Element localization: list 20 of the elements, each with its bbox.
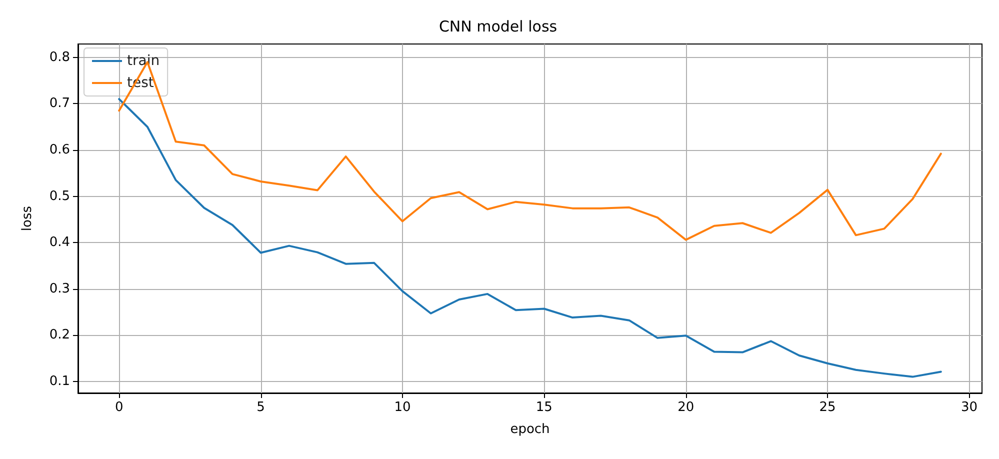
chart-title: CNN model loss — [438, 18, 558, 36]
y-tick-label: 0.4 — [49, 235, 70, 250]
x-tick-label: 15 — [536, 400, 552, 415]
x-tick-label: 30 — [960, 400, 978, 415]
line-series — [118, 98, 942, 378]
y-tick-label: 0.6 — [49, 142, 70, 158]
legend-label: train — [127, 53, 160, 69]
x-tick-label: 0 — [114, 400, 124, 415]
y-tick-label: 0.8 — [49, 50, 70, 65]
y-tick-label: 0.2 — [49, 328, 70, 343]
y-tick-label: 0.3 — [49, 281, 70, 296]
y-axis-title: loss — [20, 206, 35, 232]
x-tick-label: 20 — [678, 400, 694, 415]
y-tick-label: 0.1 — [49, 374, 70, 389]
x-tick-label: 10 — [394, 400, 411, 415]
y-tick-label: 0.5 — [49, 188, 70, 204]
x-axis-title: epoch — [510, 422, 550, 437]
x-tick-label: 5 — [256, 400, 265, 415]
y-tick-label: 0.7 — [49, 96, 70, 112]
x-tick-label: 25 — [819, 400, 836, 415]
